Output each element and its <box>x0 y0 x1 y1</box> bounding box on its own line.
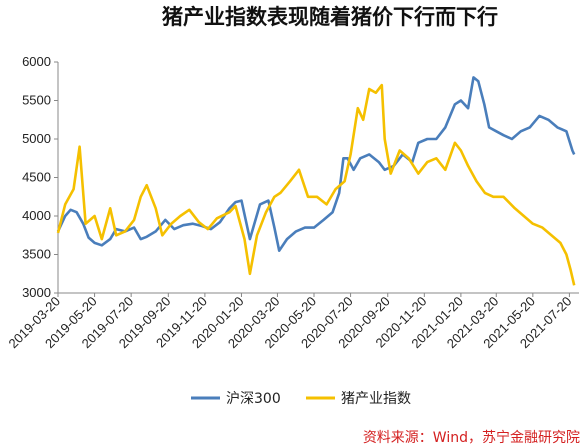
source-note: 资料来源：Wind，苏宁金融研究院 <box>363 429 580 446</box>
y-tick-label: 6000 <box>22 54 51 69</box>
chart-title: 猪产业指数表现随着猪价下行而下行 <box>161 5 498 29</box>
plot-area: 30003500400045005000550060002019-03-2020… <box>5 54 579 351</box>
series-line-pig-index <box>56 83 576 286</box>
series-line-hs300 <box>56 76 576 252</box>
y-tick-label: 5000 <box>22 131 51 146</box>
legend: 沪深300 猪产业指数 <box>191 391 411 407</box>
y-tick-label: 5500 <box>22 93 51 108</box>
y-tick-label: 3500 <box>22 247 51 262</box>
y-tick-label: 3000 <box>22 285 51 300</box>
legend-label-pig-index: 猪产业指数 <box>341 391 411 407</box>
y-tick-label: 4000 <box>22 208 51 223</box>
legend-label-hs300: 沪深300 <box>226 391 281 407</box>
y-tick-label: 4500 <box>22 170 51 185</box>
